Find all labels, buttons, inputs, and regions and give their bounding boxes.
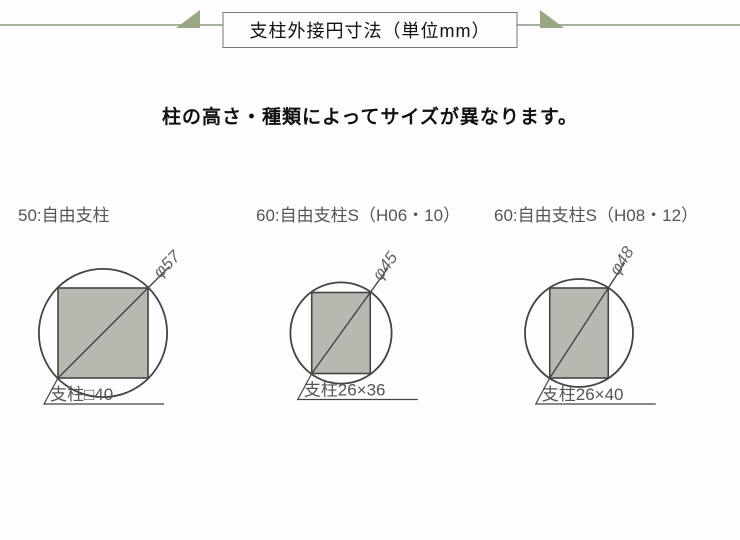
panel-title: 60:自由支柱S（H06・10） [256,201,484,226]
diameter-label: φ57 [149,247,184,282]
pillar-diagram-icon: φ57 支柱□40 [18,238,228,438]
diagram-panel: 60:自由支柱S（H08・12） φ48 支柱26×40 [494,201,722,438]
diagram-svg-wrap: φ45 支柱26×36 [256,238,466,438]
header-bar: 支柱外接円寸法（単位mm） [0,0,740,50]
panel-title: 50:自由支柱 [18,201,246,226]
diagram-svg-wrap: φ48 支柱26×40 [494,238,704,438]
pillar-label: 支柱26×40 [542,385,624,404]
diagram-row: 50:自由支柱 φ57 支柱□40 60:自由支柱S（H06・10） φ45 支… [0,201,740,438]
header-triangle-right-icon [540,10,564,28]
pillar-label: 支柱26×36 [304,381,386,400]
header-triangle-left-icon [176,10,200,28]
page-title: 支柱外接円寸法（単位mm） [223,12,518,48]
pillar-diagram-icon: φ48 支柱26×40 [494,238,704,438]
diagram-svg-wrap: φ57 支柱□40 [18,238,228,438]
diameter-label: φ45 [368,248,401,284]
diameter-label: φ48 [606,243,639,279]
diagram-panel: 60:自由支柱S（H06・10） φ45 支柱26×36 [256,201,484,438]
page-subtitle: 柱の高さ・種類によってサイズが異なります。 [0,102,740,129]
panel-title: 60:自由支柱S（H08・12） [494,201,722,226]
diagram-panel: 50:自由支柱 φ57 支柱□40 [18,201,246,438]
pillar-label: 支柱□40 [50,385,113,404]
pillar-diagram-icon: φ45 支柱26×36 [256,238,466,438]
